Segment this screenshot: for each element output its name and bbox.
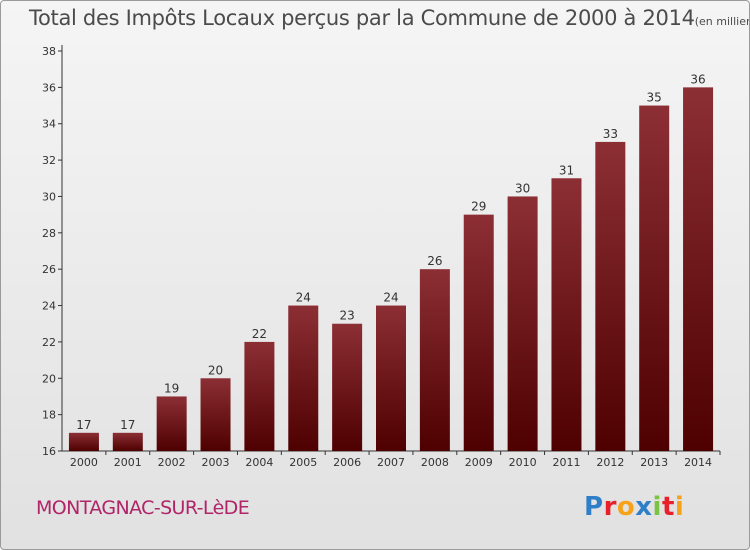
x-tick-label: 2013 [640, 456, 668, 469]
bar-value-label: 33 [603, 127, 618, 141]
x-tick-label: 2000 [70, 456, 98, 469]
x-tick-label: 2014 [684, 456, 712, 469]
bar [288, 305, 319, 451]
x-tick-label: 2003 [202, 456, 230, 469]
bar [200, 378, 231, 451]
logo-letter: o [616, 492, 636, 522]
logo-letter: i [652, 492, 662, 522]
bar-value-label: 24 [296, 291, 311, 305]
x-tick-label: 2002 [158, 456, 186, 469]
bar-value-label: 35 [647, 91, 662, 105]
bar [683, 87, 714, 451]
bars [68, 87, 714, 452]
bar-value-label: 30 [515, 181, 530, 195]
x-tick-label: 2009 [465, 456, 493, 469]
y-tick-label: 18 [42, 409, 56, 422]
x-tick-label: 2001 [114, 456, 142, 469]
logo-letter: x [635, 492, 653, 522]
data-labels: 17 17 19 20 22 24 23 24 26 29 30 31 33 35 36 [76, 72, 705, 431]
bar [419, 269, 450, 451]
logo-letter: P [584, 492, 604, 522]
bar [595, 141, 626, 451]
title-text: Total des Impôts Locaux perçus par la Co… [29, 6, 695, 30]
x-tick-label: 2006 [333, 456, 361, 469]
bar-value-label: 19 [164, 381, 179, 395]
y-tick-label: 34 [42, 118, 56, 131]
proxiti-logo: Proxiti [584, 492, 684, 522]
x-tick-label: 2007 [377, 456, 405, 469]
bar [68, 432, 99, 451]
bar-value-label: 20 [208, 363, 223, 377]
bar-value-label: 23 [339, 309, 354, 323]
logo-letter: i [674, 492, 685, 522]
y-tick-label: 26 [42, 263, 56, 276]
bar-value-label: 29 [471, 200, 486, 214]
x-tick-label: 2011 [552, 456, 580, 469]
title-unit: (en milliers d'€) [694, 15, 749, 28]
y-tick-label: 24 [42, 300, 56, 313]
y-tick-label: 30 [42, 190, 56, 203]
x-tick-label: 2008 [421, 456, 449, 469]
bar [551, 178, 582, 452]
y-tick-label: 28 [42, 227, 56, 240]
bar-value-label: 22 [252, 327, 267, 341]
x-tick-label: 2010 [509, 456, 537, 469]
chart-title: Total des Impôts Locaux perçus par la Co… [29, 6, 749, 30]
commune-name: MONTAGNAC-SUR-LèDE [36, 497, 250, 519]
bar-value-label: 24 [383, 291, 398, 305]
y-tick-label: 32 [42, 154, 56, 167]
y-tick-label: 16 [42, 445, 56, 458]
bar-value-label: 31 [559, 163, 574, 177]
bar-value-label: 36 [690, 72, 705, 86]
bar [639, 105, 670, 451]
y-tick-label: 22 [42, 336, 56, 349]
bar [244, 341, 275, 451]
y-tick-label: 20 [42, 372, 56, 385]
axes: 16 18 20 22 24 26 28 30 32 34 36 38 2000 2001 2002 2003… [42, 45, 721, 469]
logo-letter: r [603, 492, 617, 522]
bar-value-label: 17 [120, 418, 135, 432]
x-tick-label: 2012 [596, 456, 624, 469]
x-tick-label: 2005 [289, 456, 317, 469]
bar [156, 396, 187, 451]
bar [332, 323, 363, 451]
bar [376, 305, 406, 451]
bar [507, 196, 538, 451]
bar [112, 432, 143, 451]
bar-value-label: 17 [76, 418, 91, 432]
logo-letter: t [661, 492, 675, 522]
y-tick-label: 36 [42, 81, 56, 94]
bar [463, 214, 494, 451]
bar-value-label: 26 [427, 254, 442, 268]
y-tick-label: 38 [42, 45, 56, 58]
x-tick-label: 2004 [245, 456, 273, 469]
